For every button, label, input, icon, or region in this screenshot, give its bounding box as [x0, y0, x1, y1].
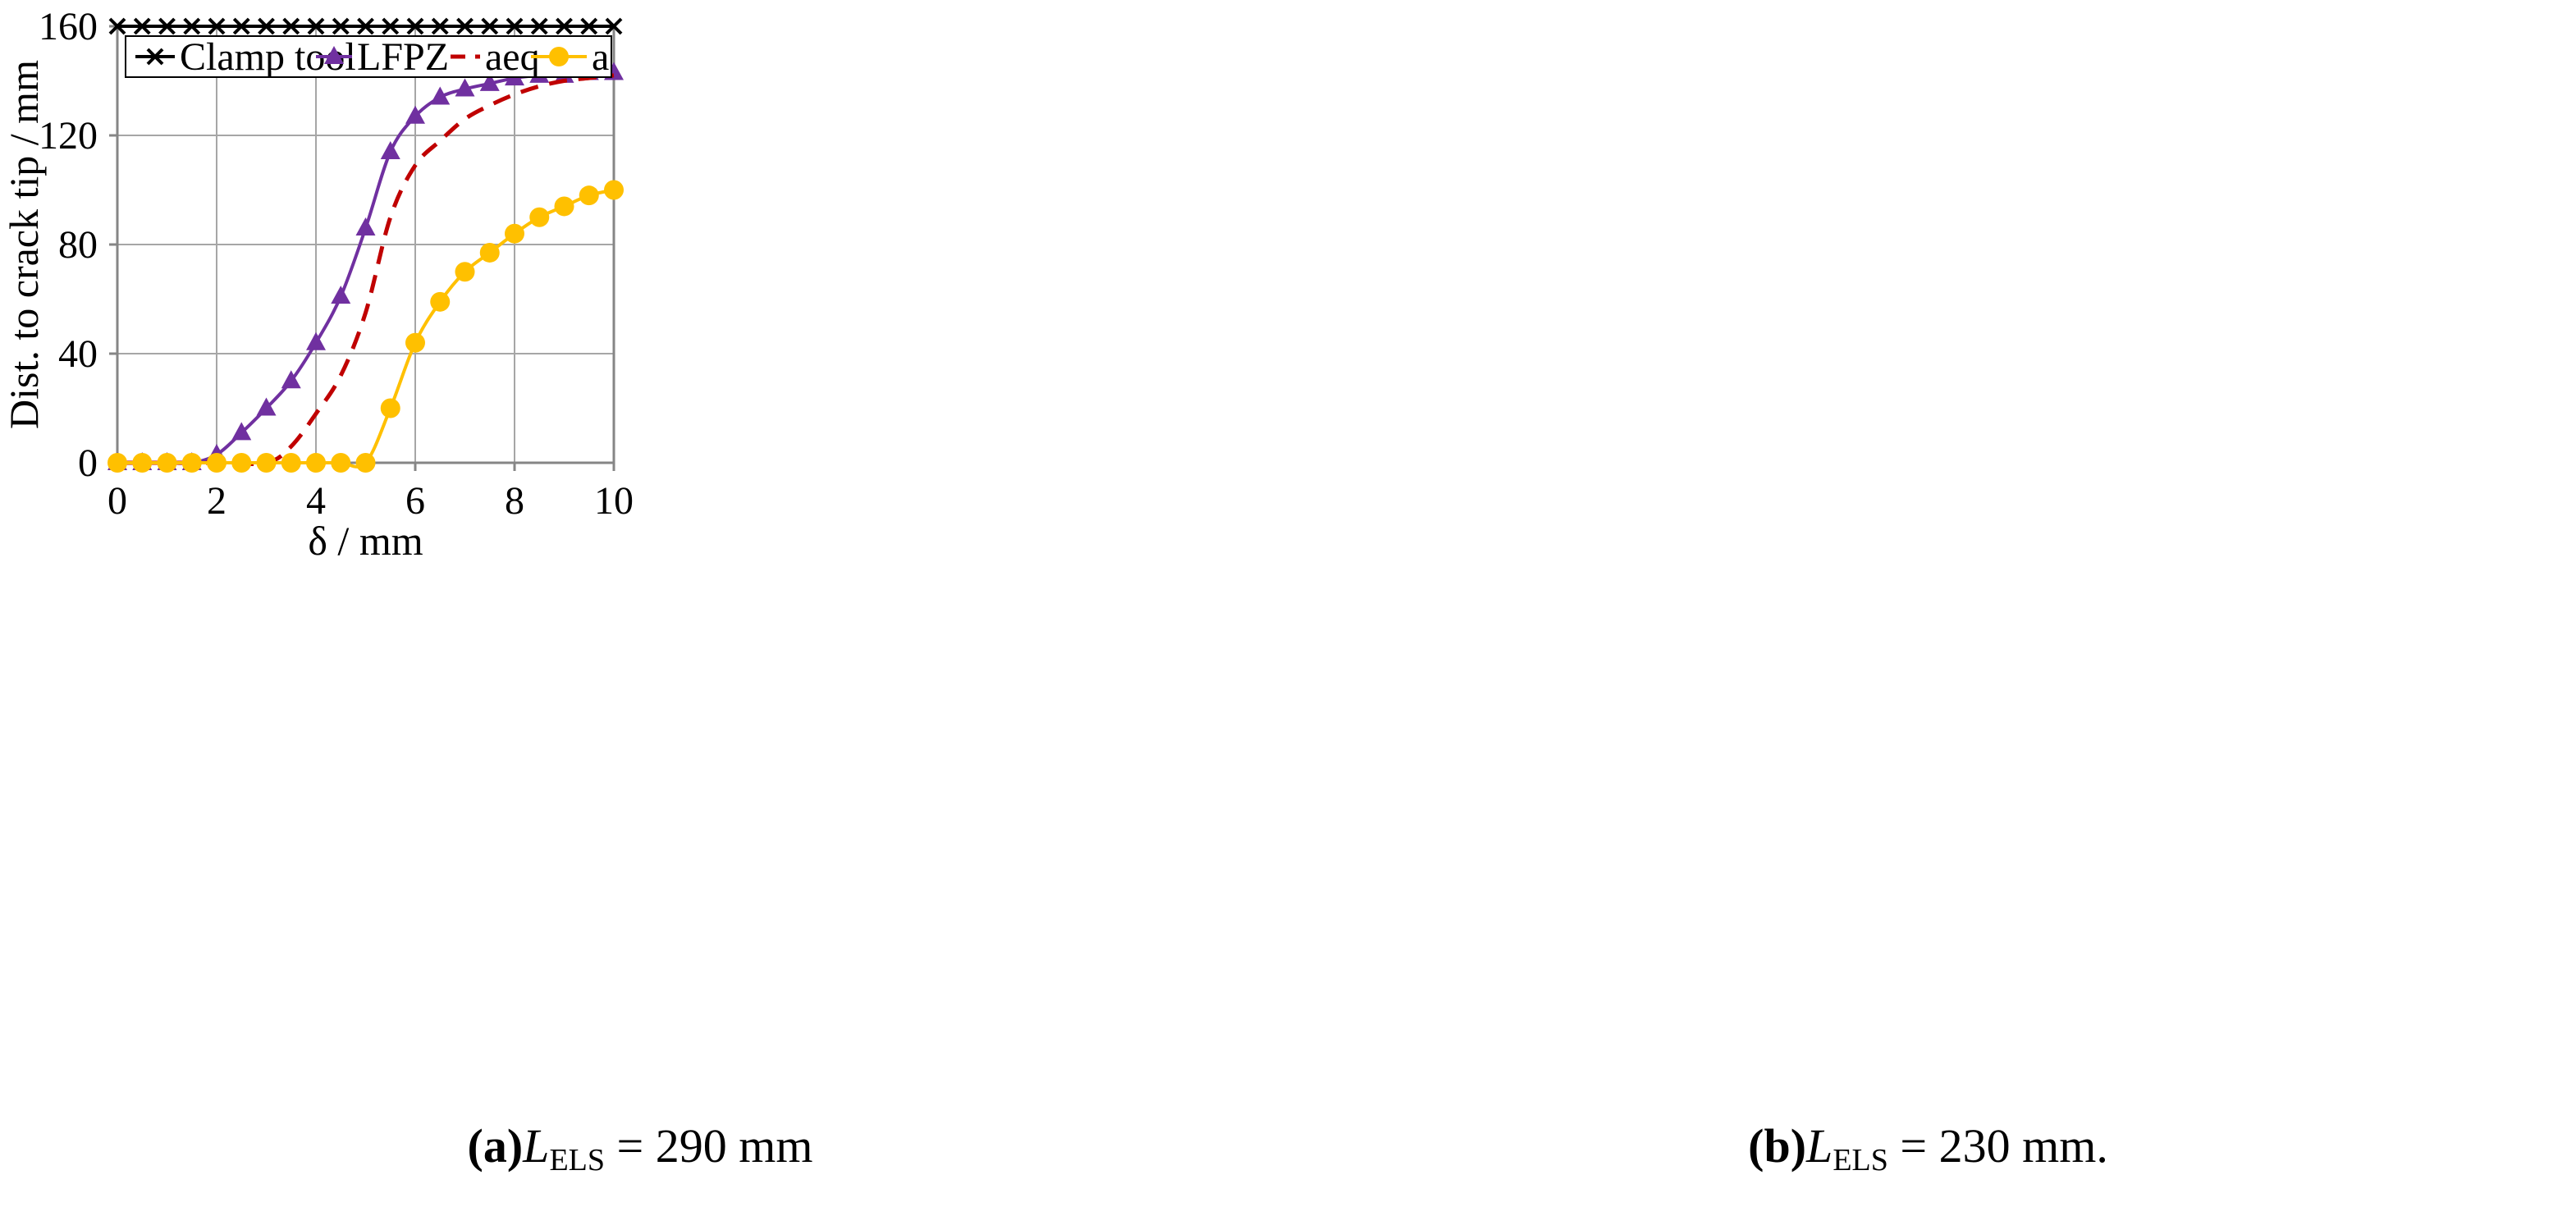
- chart-a-clamp-point-11: [382, 17, 400, 35]
- chart-a-clamp-point-1: [133, 17, 151, 35]
- caption-b-subscript: ELS: [1832, 1143, 1888, 1177]
- chart-a-a-point-6: [256, 453, 277, 473]
- chart-a-lfpz-point-10: [355, 217, 376, 236]
- chart-a-a-point-9: [331, 453, 351, 473]
- chart-a-a-point-16: [505, 223, 524, 244]
- caption-b-letter: (b): [1748, 1119, 1807, 1173]
- chart-a-grid: [117, 26, 614, 463]
- chart-a-lfpz-line: [117, 71, 615, 465]
- chart-a-clamp-point-3: [183, 17, 201, 35]
- chart-a-legend-label-lfpz: LFPZ: [357, 35, 449, 79]
- chart-a-x-tick-label: 6: [405, 479, 425, 523]
- chart-a-a-point-3: [181, 453, 202, 473]
- chart-a-legend: Clamp tool LFPZ aeq a: [125, 35, 612, 79]
- chart-a-x-tick-label: 2: [207, 479, 226, 523]
- chart-a-aeq-line: [117, 73, 615, 466]
- chart-a-legend-box: [125, 35, 612, 78]
- chart-a-legend-marker-a: [549, 47, 569, 66]
- chart-a-clamp-point-16: [506, 17, 524, 35]
- chart-a-lfpz-point-9: [331, 286, 351, 304]
- chart-a-a-point-12: [405, 332, 425, 353]
- chart-a-a-point-14: [455, 262, 475, 282]
- chart-a-a-point-2: [157, 453, 177, 473]
- chart-a-lfpz-point-8: [306, 331, 326, 350]
- caption-a: (a)LELS = 290 mm: [0, 1119, 1280, 1177]
- chart-a-clamp-point-2: [158, 17, 176, 35]
- chart-a-x-axis-title: δ / mm: [308, 518, 423, 564]
- chart-a-series-clamp: [108, 17, 623, 35]
- chart-a-clamp-point-17: [530, 17, 548, 35]
- chart-a-clamp-point-9: [332, 17, 350, 35]
- caption-a-symbol: L: [523, 1119, 550, 1173]
- chart-a-clamp-point-4: [208, 17, 226, 35]
- caption-a-letter: (a): [467, 1119, 524, 1173]
- chart-a-legend-marker-lfpz: [324, 46, 344, 64]
- chart-a-clamp-point-12: [406, 17, 424, 35]
- chart-a-y-tick-label: 120: [39, 114, 98, 158]
- chart-a-y-axis-title: Dist. to crack tip / mm: [1, 60, 47, 429]
- chart-a-lfpz-point-13: [430, 86, 451, 105]
- chart-a-lfpz-point-12: [405, 105, 425, 124]
- chart-a-a-point-7: [281, 453, 301, 473]
- chart-a-lfpz-point-11: [380, 140, 400, 159]
- chart-a-x-tick-label: 8: [505, 479, 524, 523]
- chart-a-lfpz-point-6: [256, 397, 277, 416]
- chart-a-clamp-point-5: [232, 17, 250, 35]
- chart-a-clamp-point-0: [108, 17, 126, 35]
- chart-a-a-point-5: [231, 453, 252, 473]
- chart-a-legend-entry-lfpz: LFPZ: [316, 35, 449, 79]
- chart-a-a-point-4: [207, 453, 226, 473]
- caption-a-rest: = 290 mm: [605, 1119, 813, 1173]
- chart-a-y-tick-label: 160: [39, 5, 98, 48]
- chart-a-series-aeq: [117, 73, 615, 466]
- chart-a-a-point-10: [355, 453, 376, 473]
- chart-a-clamp-point-6: [258, 17, 275, 35]
- chart-a-clamp-point-7: [282, 17, 300, 35]
- chart-a-clamp-point-10: [357, 17, 374, 35]
- caption-b: (b)LELS = 230 mm.: [1280, 1119, 2576, 1177]
- chart-a-a-point-15: [479, 242, 500, 263]
- chart-a-a-point-1: [132, 453, 153, 473]
- chart-a-a-point-13: [430, 291, 451, 312]
- chart-a-clamp-point-20: [605, 17, 623, 35]
- chart-panel-a: 0 2 4 6 8 10 0 40 80 120 160 δ / mm Dist. to crack t…: [0, 0, 1280, 1207]
- chart-a-legend-entry-aeq: aeq: [451, 35, 540, 79]
- chart-a-a-point-8: [306, 453, 326, 473]
- chart-a-lfpz-point-15: [479, 72, 500, 91]
- caption-a-subscript: ELS: [549, 1143, 605, 1177]
- chart-a-x-tick-label: 4: [306, 479, 326, 523]
- chart-a-legend-entry-a: a: [531, 35, 609, 79]
- chart-a-a-point-20: [604, 180, 624, 200]
- chart-a-series-a: [108, 180, 624, 473]
- chart-a-x-tick-label: 10: [594, 479, 634, 523]
- chart-a-y-tick-label: 40: [58, 332, 98, 376]
- chart-a-legend-marker-clamp: [146, 48, 164, 66]
- chart-a-clamp-point-14: [456, 17, 474, 35]
- chart-a-legend-label-a: a: [592, 35, 609, 79]
- chart-a-a-point-0: [108, 453, 127, 473]
- chart-a-svg: 0 2 4 6 8 10 0 40 80 120 160 δ / mm Dist. to crack t…: [1, 5, 634, 564]
- chart-a-y-tick-label: 0: [78, 441, 98, 485]
- chart-a-clamp-point-13: [431, 17, 449, 35]
- chart-a-lfpz-point-5: [231, 422, 252, 441]
- chart-a-clamp-point-8: [307, 17, 325, 35]
- chart-a-series-lfpz: [108, 62, 624, 470]
- chart-a-a-point-18: [554, 196, 574, 217]
- chart-a-a-point-19: [579, 185, 599, 206]
- caption-b-rest: = 230 mm.: [1887, 1119, 2108, 1173]
- chart-a-clamp-point-19: [580, 17, 598, 35]
- chart-a-x-tick-label: 0: [108, 479, 127, 523]
- chart-a-clamp-point-15: [481, 17, 499, 35]
- chart-a-lfpz-point-14: [455, 78, 475, 97]
- chart-a-y-tick-label: 80: [58, 223, 98, 267]
- chart-a-lfpz-point-7: [281, 370, 301, 389]
- chart-a-legend-label-aeq: aeq: [485, 35, 540, 79]
- chart-a-a-point-17: [529, 207, 550, 227]
- chart-a-clamp-point-18: [556, 17, 573, 35]
- chart-a-a-point-11: [380, 398, 400, 418]
- caption-b-symbol: L: [1806, 1119, 1833, 1173]
